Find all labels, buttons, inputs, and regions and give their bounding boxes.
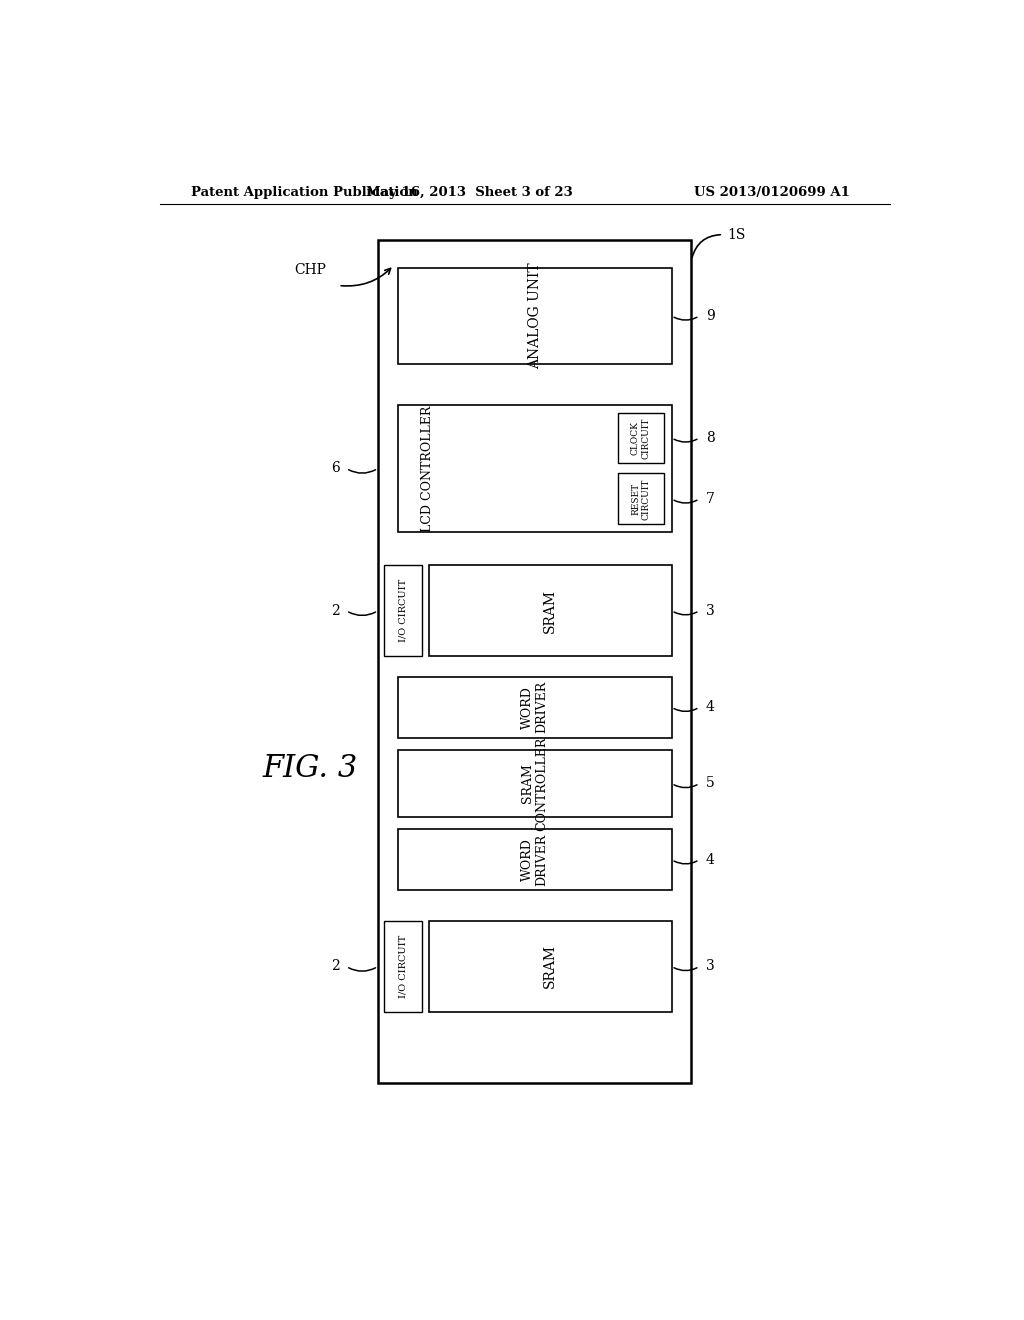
Text: FIG. 3: FIG. 3 — [263, 752, 358, 784]
Text: 8: 8 — [706, 430, 715, 445]
Bar — [397, 677, 672, 738]
Text: SRAM
CONTROLLER: SRAM CONTROLLER — [521, 737, 549, 830]
Text: 2: 2 — [331, 960, 340, 973]
Text: US 2013/0120699 A1: US 2013/0120699 A1 — [694, 186, 850, 199]
Bar — [378, 240, 691, 1084]
Text: I/O CIRCUIT: I/O CIRCUIT — [399, 935, 408, 998]
Text: 7: 7 — [706, 492, 715, 506]
Bar — [617, 413, 664, 463]
Text: 2: 2 — [331, 603, 340, 618]
Text: WORD
DRIVER: WORD DRIVER — [521, 681, 549, 734]
Bar — [384, 921, 423, 1012]
Text: 3: 3 — [706, 603, 715, 618]
Bar — [397, 829, 672, 890]
Text: LCD CONTROLLER: LCD CONTROLLER — [422, 405, 434, 532]
Text: CHP: CHP — [295, 263, 327, 277]
Text: 1S: 1S — [727, 227, 745, 242]
Text: 3: 3 — [706, 960, 715, 973]
Text: ANALOG UNIT: ANALOG UNIT — [527, 263, 542, 370]
Text: May 16, 2013  Sheet 3 of 23: May 16, 2013 Sheet 3 of 23 — [366, 186, 572, 199]
Text: Patent Application Publication: Patent Application Publication — [191, 186, 418, 199]
Bar — [429, 565, 672, 656]
Bar — [384, 565, 423, 656]
Text: CLOCK
CIRCUIT: CLOCK CIRCUIT — [631, 417, 650, 458]
Bar — [397, 751, 672, 817]
Bar — [397, 268, 672, 364]
Text: 4: 4 — [706, 853, 715, 867]
Text: 6: 6 — [331, 462, 340, 475]
Text: SRAM: SRAM — [543, 589, 557, 632]
Text: I/O CIRCUIT: I/O CIRCUIT — [399, 579, 408, 643]
Text: SRAM: SRAM — [543, 944, 557, 989]
Bar — [429, 921, 672, 1012]
Bar — [617, 474, 664, 524]
Bar — [397, 405, 672, 532]
Text: RESET
CIRCUIT: RESET CIRCUIT — [631, 478, 650, 520]
Text: 4: 4 — [706, 700, 715, 714]
Text: WORD
DRIVER: WORD DRIVER — [521, 834, 549, 886]
Text: 9: 9 — [706, 309, 715, 323]
Text: 5: 5 — [706, 776, 715, 791]
